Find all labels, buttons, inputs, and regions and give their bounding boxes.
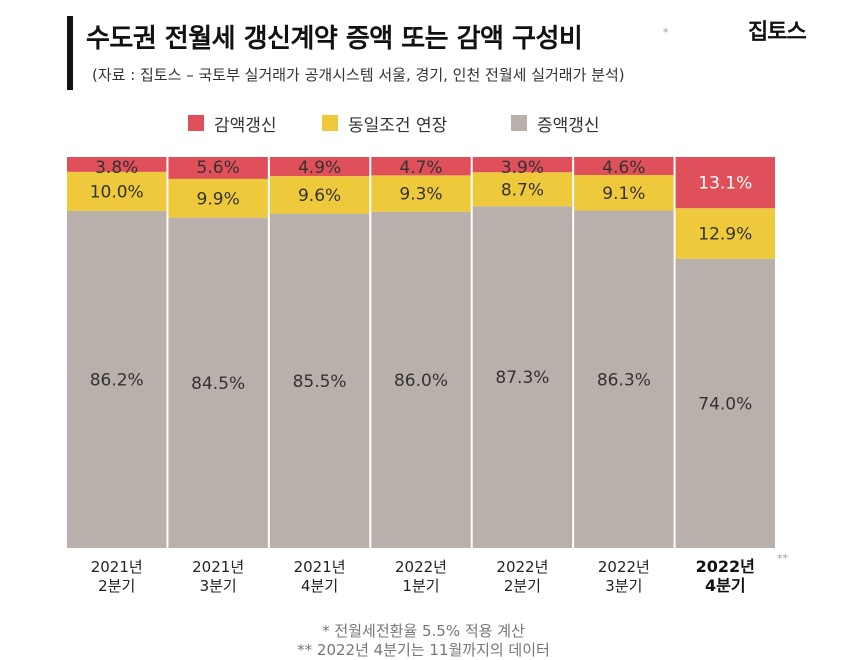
data-label-decrease: 3.8% xyxy=(95,158,138,178)
legend-label-increase: 증액갱신 xyxy=(537,115,600,136)
data-label-decrease: 5.6% xyxy=(197,158,240,178)
data-label-decrease: 4.6% xyxy=(602,158,645,178)
brand-logo: 집토스 xyxy=(748,20,807,45)
legend-item-decrease: 감액갱신 xyxy=(188,110,277,136)
data-label-same: 9.6% xyxy=(298,186,341,206)
x-tick-label: 2022년 xyxy=(395,558,447,576)
x-tick-label: 4분기 xyxy=(301,577,338,595)
bar-segment-same xyxy=(67,171,167,211)
data-label-decrease: 3.9% xyxy=(501,158,544,178)
bar-segment-increase xyxy=(472,206,573,549)
data-label-decrease: 13.1% xyxy=(698,174,752,194)
data-label-increase: 86.0% xyxy=(394,371,448,391)
x-tick-label: 2분기 xyxy=(98,577,135,595)
bar-segment-increase xyxy=(371,211,471,549)
data-label-same: 10.0% xyxy=(90,182,144,202)
footnote-1: * 전월세전환율 5.5% 적용 계산 xyxy=(322,622,525,640)
x-tick-label: 1분기 xyxy=(402,577,439,595)
x-tick-label: 2021년 xyxy=(91,558,143,576)
bar-segment-increase xyxy=(67,210,167,548)
bar-segment-same xyxy=(574,174,674,211)
data-label-increase: 86.3% xyxy=(597,370,651,390)
bar-segment-decrease xyxy=(675,157,775,209)
legend-label-same: 동일조건 연장 xyxy=(348,115,448,136)
x-tick-label: 4분기 xyxy=(705,576,746,595)
bar-segment-decrease xyxy=(67,157,167,172)
title-accent-bar xyxy=(67,16,73,90)
bar-segment-increase xyxy=(574,210,674,548)
bar-segment-increase xyxy=(269,213,370,548)
bar-segment-same xyxy=(472,172,573,207)
x-tick-label: 3분기 xyxy=(605,577,642,595)
legend-swatch-same xyxy=(322,115,338,131)
data-label-same: 9.1% xyxy=(602,184,645,204)
page-subtitle: (자료 : 집토스 – 국토부 실거래가 공개시스템 서울, 경기, 인천 전월… xyxy=(92,66,625,84)
bar-segment-same xyxy=(269,176,370,214)
legend-swatch-decrease xyxy=(188,115,204,131)
data-label-increase: 85.5% xyxy=(293,372,347,392)
bar-segment-same xyxy=(675,208,775,259)
bar-segment-decrease xyxy=(472,157,573,173)
data-label-same: 8.7% xyxy=(501,180,544,200)
x-tick-label: 2022년 xyxy=(496,558,548,576)
legend-swatch-increase xyxy=(511,115,527,131)
x-tick-label: 3분기 xyxy=(200,577,237,595)
bar-segment-same xyxy=(371,175,471,212)
bar-segment-decrease xyxy=(371,157,471,176)
data-label-same: 9.9% xyxy=(197,189,240,209)
bar-segment-decrease xyxy=(574,157,674,175)
page-title: 수도권 전월세 갱신계약 증액 또는 감액 구성비 xyxy=(86,24,583,54)
data-label-increase: 86.2% xyxy=(90,370,144,390)
bar-segment-same xyxy=(168,178,268,218)
x-tick-label: 2021년 xyxy=(192,558,244,576)
bar-segment-decrease xyxy=(269,157,370,177)
data-label-increase: 84.5% xyxy=(191,374,245,394)
x-tick-label: 2022년 xyxy=(696,557,755,576)
bar-segment-increase xyxy=(168,217,268,549)
x-tick-label: 2021년 xyxy=(294,558,346,576)
data-label-increase: 87.3% xyxy=(495,368,549,388)
chart-legend: 감액갱신 동일조건 연장 증액갱신 xyxy=(0,110,847,136)
x-tick-label: 2022년 xyxy=(598,558,650,576)
data-label-decrease: 4.9% xyxy=(298,158,341,178)
legend-item-same: 동일조건 연장 xyxy=(322,110,447,136)
x-tick-label: 2분기 xyxy=(504,577,541,595)
highlight-footnote-mark: ** xyxy=(777,552,788,565)
footnote-2: ** 2022년 4분기는 11월까지의 데이터 xyxy=(297,641,550,659)
data-label-increase: 74.0% xyxy=(698,394,752,414)
title-footnote-mark: * xyxy=(663,26,669,39)
legend-label-decrease: 감액갱신 xyxy=(214,115,277,136)
data-label-decrease: 4.7% xyxy=(399,158,442,178)
data-label-same: 12.9% xyxy=(698,224,752,244)
legend-item-increase: 증액갱신 xyxy=(511,110,600,136)
bar-segment-increase xyxy=(675,258,775,548)
data-label-same: 9.3% xyxy=(399,185,442,205)
bar-segment-decrease xyxy=(168,157,268,179)
